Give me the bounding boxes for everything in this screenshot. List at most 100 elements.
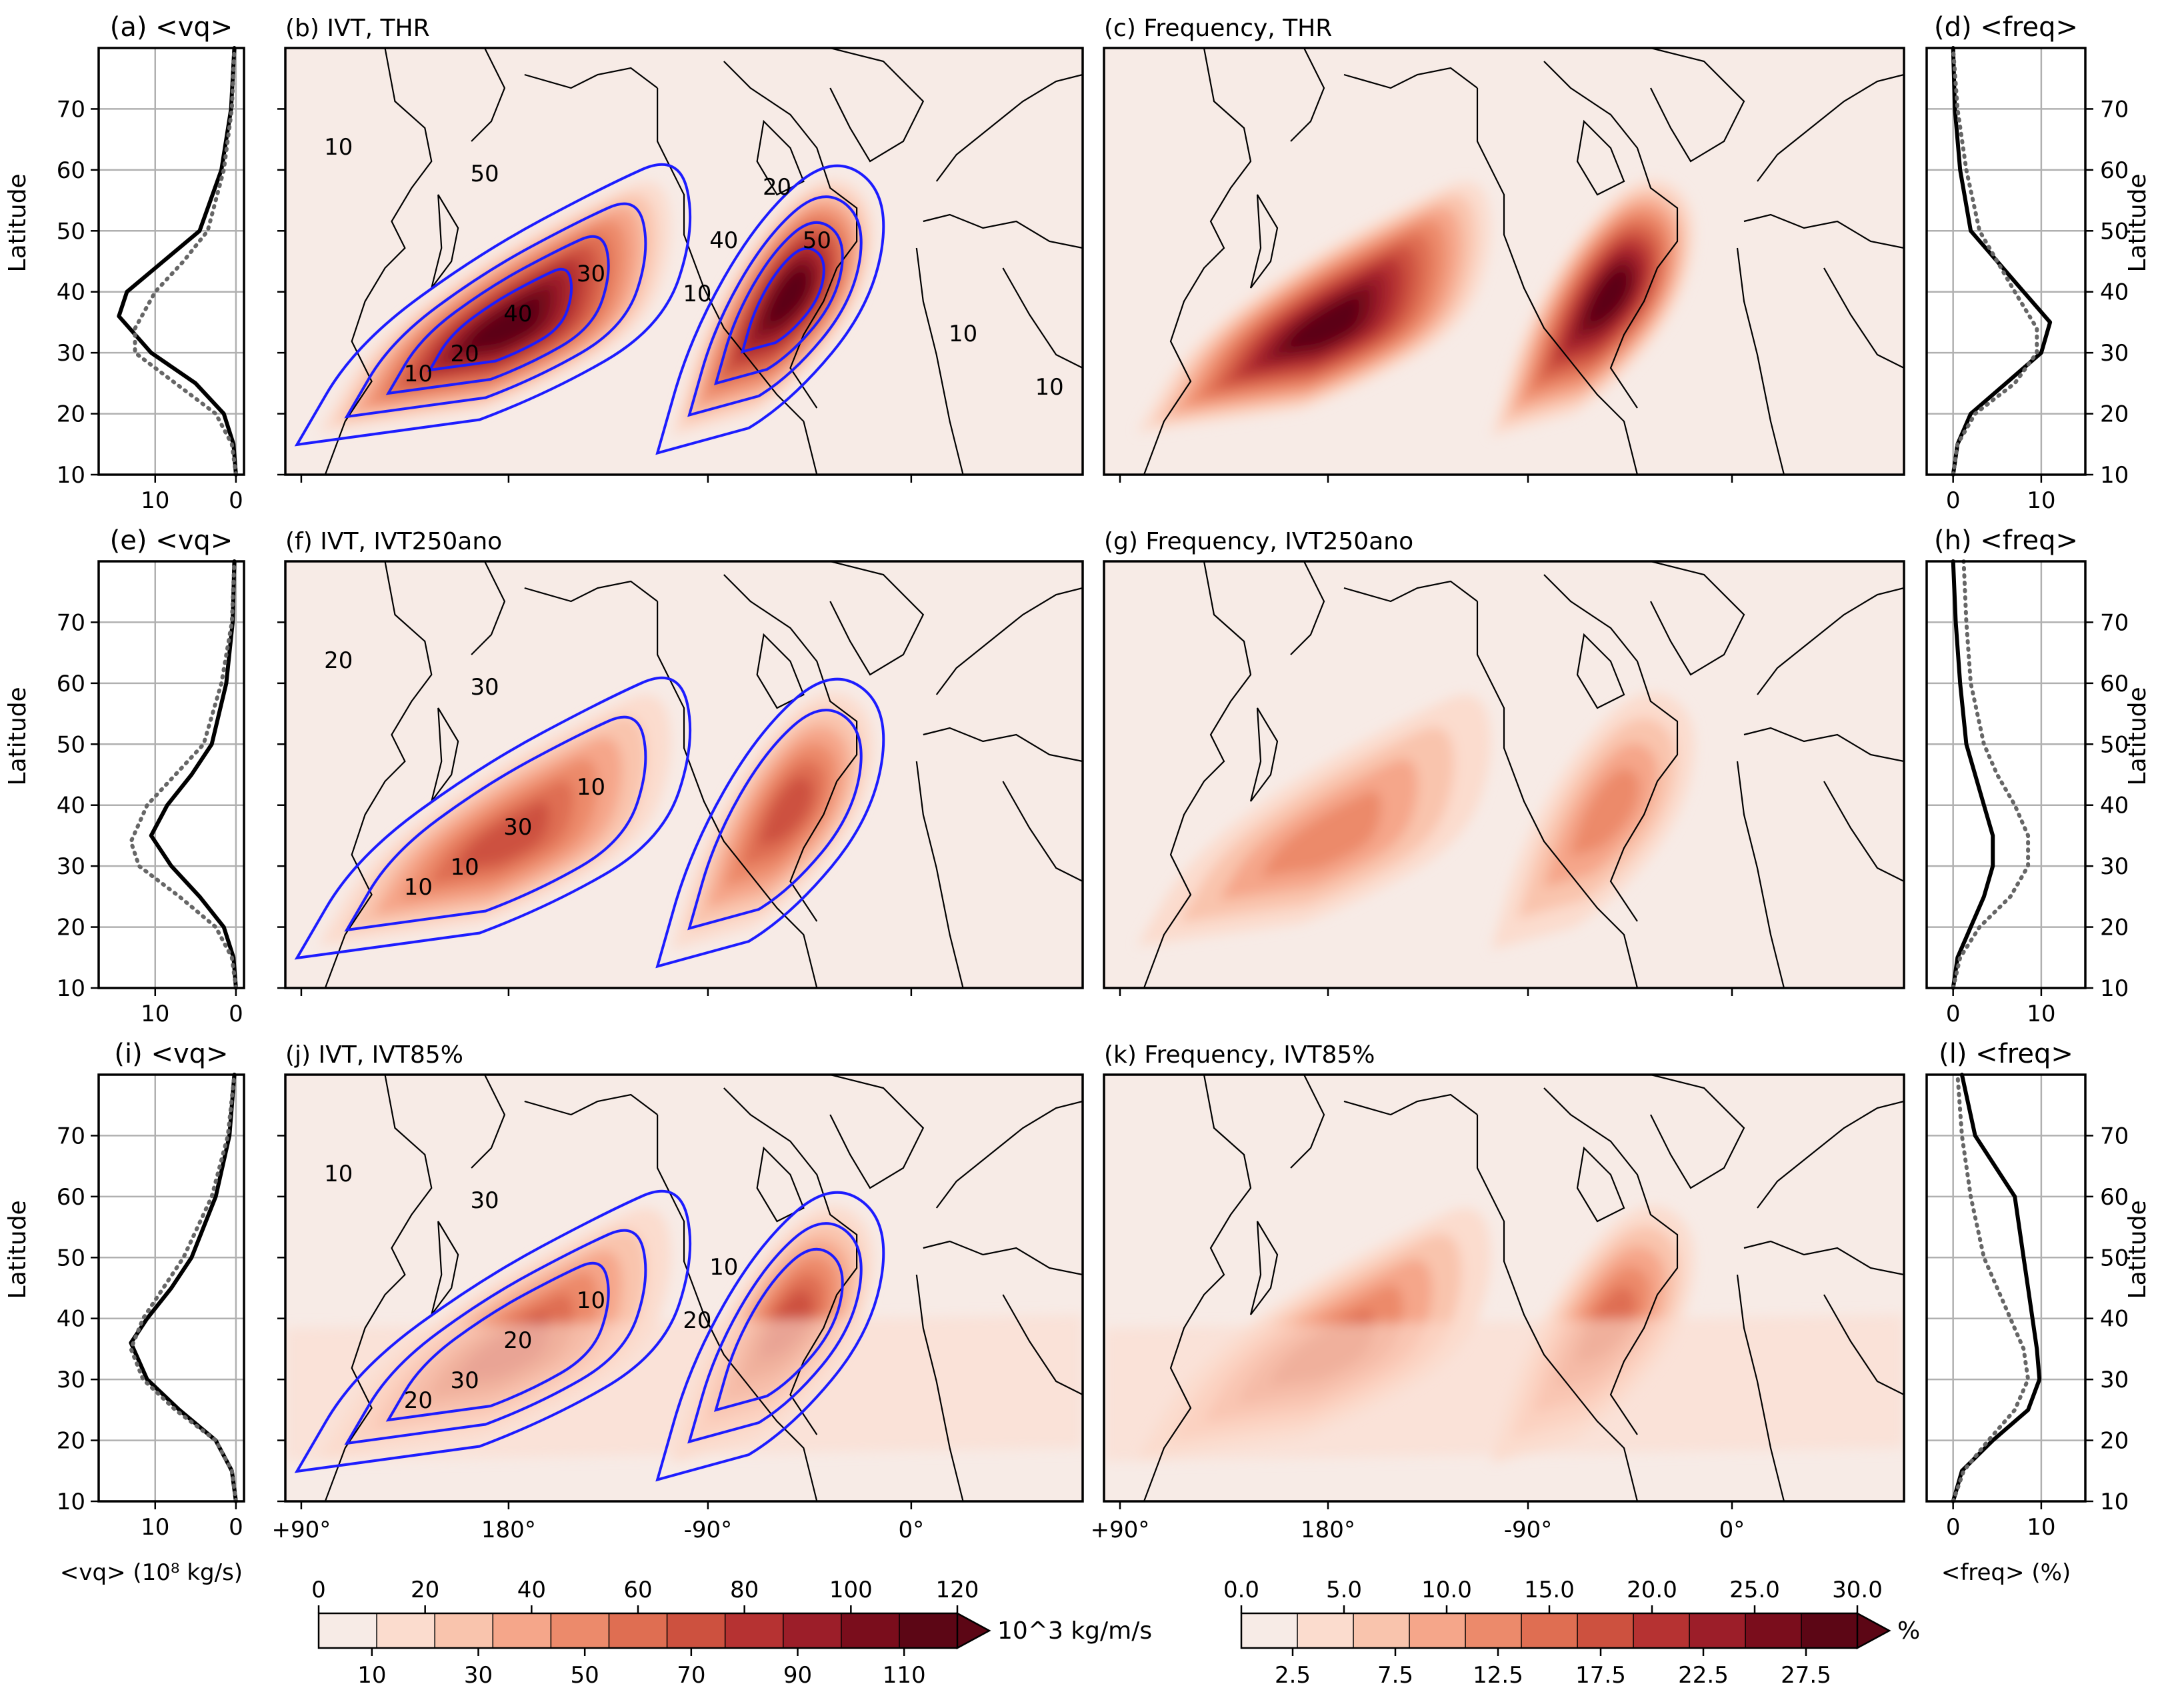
coastline: [657, 601, 818, 988]
colorbar-top-label: 120: [936, 1577, 979, 1603]
coastline: [1476, 1115, 1639, 1501]
lat-tick-label: 50: [2100, 1245, 2129, 1271]
colorbar-bottom-label: 17.5: [1575, 1662, 1626, 1689]
colorbar-bottom-label: 27.5: [1781, 1662, 1831, 1689]
panel-title: (j) IVT, IVT85%: [285, 1041, 463, 1069]
contour-label: 30: [503, 814, 532, 841]
contour-label: 10: [404, 874, 433, 901]
panel-frame: [1925, 47, 2087, 476]
panel-frame: [97, 1073, 245, 1503]
solid-profile-line: [1951, 46, 2053, 477]
coastline: [1743, 1240, 1904, 1276]
map-content: [1104, 48, 1904, 475]
x-tick-label: 10: [2027, 1001, 2055, 1027]
lat-tick-label: 10: [2100, 1489, 2129, 1515]
lat-tick-label: 40: [57, 279, 85, 306]
dotted-profile-line: [129, 559, 238, 990]
coastline: [1543, 574, 1679, 922]
coastline: [324, 1075, 433, 1501]
panel-title: (f) IVT, IVT250ano: [285, 528, 502, 555]
panel-frame: [1925, 560, 2087, 989]
lat-tick-label: 60: [57, 1184, 85, 1211]
panel-title: (g) Frequency, IVT250ano: [1104, 528, 1413, 555]
lat-tick-label: 40: [57, 793, 85, 819]
panel-frame: [1103, 47, 1905, 476]
colorbar-bottom-label: 90: [783, 1662, 812, 1689]
coastline: [324, 561, 433, 988]
ivt-colorbar: 0 20 40 60 80 100 120 10 30 50 70 90 110 10^3 kg/m/s: [311, 1577, 1152, 1689]
ivt-contour: [344, 1229, 647, 1445]
panel-frame: [1925, 1073, 2087, 1503]
x-tick-label: 10: [141, 1514, 169, 1541]
colorbar-bottom-label: 10: [357, 1662, 386, 1689]
lon-tick-label: +90°: [272, 1517, 331, 1543]
contour-layer: 20 30 30 10 10 10: [294, 647, 885, 969]
coastline: [1757, 1100, 1904, 1209]
panel-title: (l) <freq>: [1939, 1039, 2073, 1069]
broad-shading: [1104, 1315, 1904, 1461]
colorbar-segment: [1241, 1613, 1298, 1648]
coastline: [829, 1075, 925, 1189]
panel-title: (k) Frequency, IVT85%: [1104, 1041, 1375, 1069]
lat-tick-label: 10: [57, 462, 85, 489]
coastline: [471, 561, 658, 655]
ivt-contour: [294, 1189, 692, 1473]
freq-profile-panel: 70 60 50 40 30 20 10 0 10 Latitude (d) <freq>: [1925, 12, 2151, 514]
ivt-contour: [713, 1247, 844, 1412]
pacific-shading-level: [1259, 791, 1381, 877]
ivt-contour: [385, 235, 610, 395]
lat-tick-label: 30: [57, 853, 85, 880]
lon-tick-label: 180°: [481, 1517, 536, 1543]
coastline: [923, 213, 1083, 249]
x-tick-label: 0: [1946, 487, 1961, 514]
panel-title: (d) <freq>: [1934, 12, 2078, 43]
coastline: [1002, 267, 1083, 369]
lat-tick-label: 70: [57, 609, 85, 636]
colorbar-segment: [667, 1613, 726, 1648]
colorbar-bottom-label: 30: [464, 1662, 493, 1689]
coastline: [657, 1115, 818, 1501]
solid-profile-line: [117, 46, 238, 477]
colorbar-extend-arrow: [1856, 1611, 1891, 1650]
lat-tick-label: 10: [2100, 462, 2129, 489]
coastline: [1143, 561, 1252, 988]
lat-tick-label: 20: [57, 401, 85, 428]
map-content: [1104, 561, 1904, 988]
coastline: [431, 1221, 459, 1315]
profile-x-axis-label: <vq> (10⁸ kg/s): [60, 1559, 243, 1586]
ivt-contour: [294, 676, 692, 960]
lat-tick-label: 40: [2100, 1306, 2129, 1333]
coastline: [756, 633, 805, 709]
contour-label: 20: [763, 174, 791, 201]
solid-profile-line: [1951, 1073, 2042, 1503]
lat-tick-label: 30: [2100, 340, 2129, 367]
colorbar-top-label: 30.0: [1832, 1577, 1883, 1603]
x-tick-label: 10: [2027, 1514, 2055, 1541]
panel-title: (i) <vq>: [114, 1039, 228, 1069]
contour-label: 10: [709, 1254, 738, 1281]
contour-label: 10: [451, 854, 479, 881]
colorbar-top-label: 0.0: [1223, 1577, 1259, 1603]
latitude-axis-label: Latitude: [4, 687, 31, 785]
colorbar-top-label: 25.0: [1729, 1577, 1780, 1603]
contour-layer: 10 50 40 30 20 10 10 40 50 20 10 10: [294, 134, 1064, 455]
panel-frame: [97, 560, 245, 989]
lat-tick-label: 20: [57, 915, 85, 941]
lat-tick-label: 70: [2100, 1123, 2129, 1149]
lat-tick-label: 50: [57, 731, 85, 758]
contour-label: 10: [324, 134, 353, 161]
colorbar-segment: [1353, 1613, 1410, 1648]
colorbar-bottom-label: 110: [883, 1662, 926, 1689]
coastline: [1290, 1075, 1478, 1169]
panel-title: (h) <freq>: [1934, 525, 2078, 556]
colorbar-unit-label: %: [1897, 1617, 1920, 1645]
coastline: [1249, 707, 1279, 802]
lat-tick-label: 60: [2100, 671, 2129, 697]
x-tick-label: 0: [229, 487, 243, 514]
ivt-map-panel: 10 50 40 30 20 10 10 40 50 20 10 10 (b) IVT, THR: [277, 15, 1084, 483]
profile-x-axis-label: <freq> (%): [1941, 1559, 2071, 1586]
colorbar-top-label: 10.0: [1421, 1577, 1472, 1603]
panel-title: (a) <vq>: [110, 12, 233, 43]
coastline: [935, 587, 1083, 695]
colorbar-unit-label: 10^3 kg/m/s: [997, 1617, 1152, 1645]
